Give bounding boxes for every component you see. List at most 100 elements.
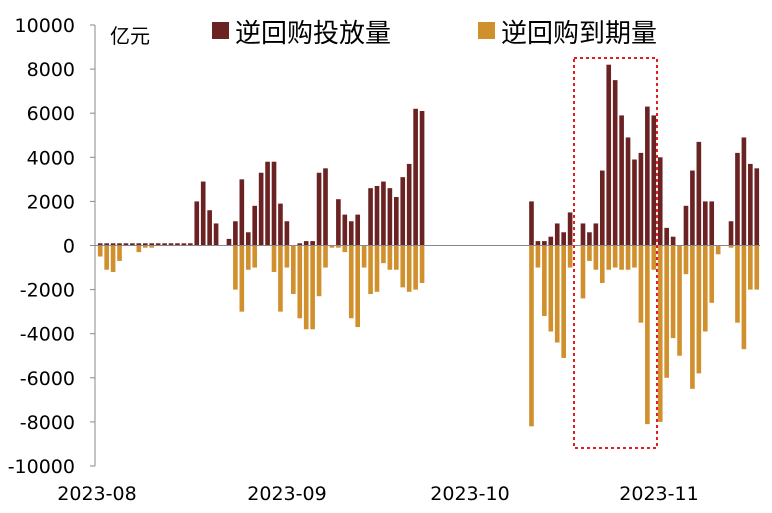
- issuance-bar: [310, 241, 315, 246]
- issuance-bar: [348, 221, 354, 246]
- issuance-bar: [316, 172, 322, 246]
- maturity-bar: [702, 245, 708, 332]
- maturity-bar: [381, 245, 386, 264]
- issuance-bar: [664, 227, 669, 246]
- maturity-bar: [664, 245, 669, 378]
- y-tick-label: -6000: [20, 368, 75, 390]
- maturity-bar: [361, 245, 367, 268]
- issuance-bar: [278, 203, 283, 246]
- legend-label-issuance: 逆回购投放量: [235, 19, 391, 49]
- maturity-bar: [683, 245, 689, 275]
- maturity-bar: [303, 245, 309, 330]
- maturity-bar: [606, 245, 612, 270]
- issuance-bar: [657, 157, 663, 246]
- maturity-bar: [284, 245, 290, 268]
- issuance-bar: [728, 221, 734, 246]
- issuance-bar: [200, 181, 206, 246]
- issuance-bar: [548, 236, 554, 246]
- issuance-bar: [233, 221, 238, 246]
- maturity-bar: [348, 245, 354, 319]
- x-tick-label: 2023-09: [247, 483, 326, 505]
- maturity-bar: [342, 245, 348, 253]
- maturity-bar: [567, 245, 573, 268]
- issuance-bar: [419, 111, 425, 246]
- maturity-bar: [245, 245, 251, 270]
- issuance-bar: [188, 243, 193, 246]
- maturity-bar: [329, 245, 335, 248]
- y-tick-label: 6000: [27, 103, 75, 125]
- legend-swatch-maturity: [478, 22, 495, 39]
- maturity-bar: [599, 245, 605, 283]
- issuance-bar: [368, 188, 373, 246]
- maturity-bar: [291, 245, 296, 295]
- maturity-bar: [728, 245, 734, 248]
- issuance-bar: [130, 243, 135, 246]
- y-tick-label: 0: [63, 236, 75, 258]
- issuance-bar: [175, 243, 180, 246]
- issuance-bar: [413, 108, 418, 246]
- maturity-bar: [110, 245, 116, 272]
- issuance-bar: [297, 243, 303, 246]
- maturity-bar: [271, 245, 277, 272]
- issuance-bar: [117, 243, 122, 246]
- issuance-bar: [593, 223, 599, 246]
- issuance-bar: [400, 177, 406, 246]
- issuance-bar: [561, 232, 566, 246]
- maturity-bar: [625, 245, 631, 270]
- y-tick-label: -2000: [20, 280, 75, 302]
- legend-label-maturity: 逆回购到期量: [501, 19, 657, 49]
- issuance-bar: [303, 241, 309, 246]
- issuance-bar: [702, 201, 708, 246]
- maturity-bar: [632, 245, 637, 268]
- maturity-bar: [252, 245, 258, 268]
- y-tick-label: 10000: [15, 15, 75, 37]
- issuance-bar: [554, 223, 560, 246]
- issuance-bars: [97, 64, 760, 246]
- issuance-bar: [323, 168, 328, 246]
- issuance-bar: [104, 243, 109, 246]
- issuance-bar: [632, 159, 637, 246]
- issuance-bar: [142, 243, 148, 246]
- maturity-bar: [419, 245, 425, 283]
- issuance-bar: [239, 179, 245, 246]
- issuance-bar: [612, 80, 618, 246]
- maturity-bar: [374, 245, 380, 292]
- x-tick-label: 2023-11: [619, 483, 698, 505]
- issuance-bar: [162, 243, 167, 246]
- maturity-bar: [336, 245, 341, 248]
- issuance-bar: [213, 223, 219, 246]
- maturity-bar: [548, 245, 554, 332]
- maturity-bar: [297, 245, 303, 319]
- issuance-bar: [110, 243, 116, 246]
- maturity-bar: [413, 245, 418, 290]
- issuance-bar: [97, 243, 103, 246]
- issuance-bar: [136, 243, 142, 246]
- y-tick-label: 2000: [27, 191, 75, 213]
- issuance-bar: [754, 168, 760, 246]
- maturity-bar: [561, 245, 566, 358]
- maturity-bar: [657, 245, 663, 422]
- maturity-bar: [741, 245, 747, 350]
- maturity-bar: [535, 245, 541, 268]
- maturity-bar: [709, 245, 715, 303]
- maturity-bar: [715, 245, 721, 255]
- maturity-bar: [696, 245, 702, 374]
- issuance-bar: [741, 137, 747, 246]
- issuance-bar: [258, 172, 264, 246]
- issuance-bar: [645, 106, 650, 246]
- maturity-bar: [355, 245, 361, 328]
- issuance-bar: [387, 188, 393, 246]
- maturity-bar: [651, 245, 657, 270]
- issuance-bar: [651, 115, 657, 246]
- issuance-bar: [355, 214, 361, 246]
- issuance-bar: [690, 170, 695, 246]
- issuance-bar: [683, 205, 689, 246]
- maturity-bar: [310, 245, 315, 330]
- issuance-bar: [149, 243, 155, 246]
- issuance-bar: [735, 152, 740, 246]
- maturity-bar: [554, 245, 560, 343]
- issuance-bar: [123, 243, 129, 246]
- y-axis-ticks: 10000 8000 6000 4000 2000 0 -2000 -4000 -6000 -80…: [8, 15, 95, 478]
- issuance-bar: [381, 181, 386, 246]
- legend-swatch-issuance: [212, 22, 229, 39]
